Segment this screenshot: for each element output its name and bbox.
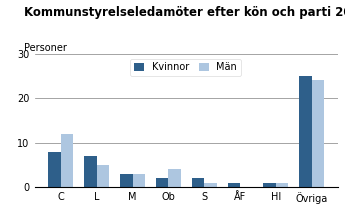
Bar bbox=[132, 174, 145, 187]
Bar bbox=[48, 152, 61, 187]
Bar bbox=[61, 134, 73, 187]
Bar bbox=[97, 165, 109, 187]
Bar bbox=[84, 156, 97, 187]
Bar bbox=[227, 183, 240, 187]
Bar bbox=[168, 169, 181, 187]
Bar bbox=[156, 178, 168, 187]
Legend: Kvinnor, Män: Kvinnor, Män bbox=[130, 59, 241, 76]
Bar bbox=[276, 183, 288, 187]
Bar bbox=[192, 178, 204, 187]
Bar bbox=[263, 183, 276, 187]
Text: Kommunstyrelseledamöter efter kön och parti 2020: Kommunstyrelseledamöter efter kön och pa… bbox=[24, 6, 345, 19]
Bar bbox=[312, 80, 324, 187]
Bar bbox=[204, 183, 217, 187]
Bar bbox=[299, 76, 312, 187]
Bar bbox=[120, 174, 132, 187]
Text: Personer: Personer bbox=[24, 43, 67, 53]
